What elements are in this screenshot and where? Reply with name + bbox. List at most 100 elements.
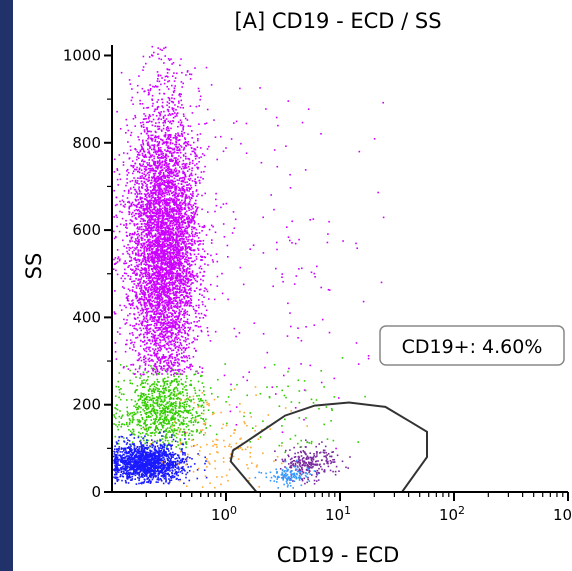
data-point xyxy=(178,370,180,373)
data-point xyxy=(158,183,160,185)
data-point xyxy=(179,95,182,98)
data-point xyxy=(158,215,160,218)
data-point xyxy=(158,154,160,157)
data-point xyxy=(178,306,181,308)
data-point xyxy=(193,337,195,339)
data-point xyxy=(132,344,135,346)
data-point xyxy=(129,347,131,350)
data-point xyxy=(163,205,166,208)
data-point xyxy=(128,200,130,203)
data-point xyxy=(202,279,204,282)
data-point xyxy=(178,171,181,173)
data-point xyxy=(183,329,186,332)
data-point xyxy=(125,262,128,264)
population-0 xyxy=(113,45,234,376)
data-point xyxy=(175,351,178,354)
data-point xyxy=(129,149,132,151)
data-point xyxy=(156,357,159,360)
data-point xyxy=(179,144,182,147)
data-point xyxy=(157,199,159,201)
data-point xyxy=(167,308,169,310)
data-point xyxy=(142,327,145,330)
data-point xyxy=(153,276,155,279)
data-point xyxy=(152,229,155,231)
data-point xyxy=(139,298,142,301)
data-point xyxy=(161,277,164,279)
data-point xyxy=(158,164,160,167)
data-point xyxy=(201,371,203,373)
data-point xyxy=(128,79,131,81)
data-point xyxy=(162,195,164,198)
data-point xyxy=(176,240,179,243)
data-point xyxy=(146,144,149,146)
data-point xyxy=(151,140,153,142)
data-point xyxy=(175,175,177,177)
data-point xyxy=(183,320,185,323)
data-point xyxy=(150,323,153,326)
data-point xyxy=(181,314,184,316)
data-point xyxy=(119,333,121,335)
data-point xyxy=(185,232,188,235)
data-point xyxy=(163,361,165,363)
data-point xyxy=(177,262,180,265)
data-point xyxy=(163,120,165,122)
data-point xyxy=(153,284,155,286)
data-point xyxy=(162,307,164,309)
data-point xyxy=(186,263,189,266)
data-point xyxy=(201,259,203,261)
data-point xyxy=(141,159,144,161)
data-point xyxy=(171,363,173,365)
data-point xyxy=(184,141,187,143)
data-point xyxy=(142,139,144,142)
data-point xyxy=(197,326,200,328)
data-point xyxy=(128,207,130,210)
data-point xyxy=(170,332,173,335)
data-point xyxy=(188,197,191,199)
data-point xyxy=(148,145,151,147)
data-point xyxy=(161,225,163,228)
data-point xyxy=(148,357,151,360)
data-point xyxy=(167,342,169,344)
data-point xyxy=(178,213,180,216)
data-point xyxy=(147,307,150,310)
data-point xyxy=(171,339,174,342)
data-point xyxy=(152,259,155,261)
data-point xyxy=(143,373,145,376)
data-point xyxy=(155,202,158,205)
data-point xyxy=(210,242,213,244)
data-point xyxy=(193,235,196,238)
data-point xyxy=(145,318,148,320)
data-point xyxy=(181,220,183,223)
data-point xyxy=(195,190,198,192)
data-point xyxy=(153,110,156,113)
data-point xyxy=(148,241,150,244)
data-point xyxy=(165,245,167,248)
data-point xyxy=(138,167,141,170)
data-point xyxy=(175,318,177,321)
data-point xyxy=(151,218,153,221)
data-point xyxy=(151,278,154,280)
data-point xyxy=(158,296,161,299)
data-point xyxy=(138,183,140,185)
data-point xyxy=(175,251,178,253)
data-point xyxy=(166,264,169,267)
data-point xyxy=(145,225,147,228)
data-point xyxy=(139,163,141,166)
data-point xyxy=(140,228,143,231)
data-point xyxy=(146,227,149,230)
data-point xyxy=(183,132,186,134)
data-point xyxy=(181,271,183,273)
data-point xyxy=(143,286,146,289)
data-point xyxy=(168,129,170,132)
data-point xyxy=(159,232,161,234)
data-point xyxy=(165,274,168,276)
data-point xyxy=(157,184,159,187)
data-point xyxy=(173,257,176,260)
data-point xyxy=(199,243,201,245)
data-point xyxy=(116,249,119,251)
data-point xyxy=(139,211,142,213)
data-point xyxy=(161,161,164,164)
data-point xyxy=(179,232,182,235)
data-point xyxy=(189,177,192,180)
data-point xyxy=(133,224,136,227)
